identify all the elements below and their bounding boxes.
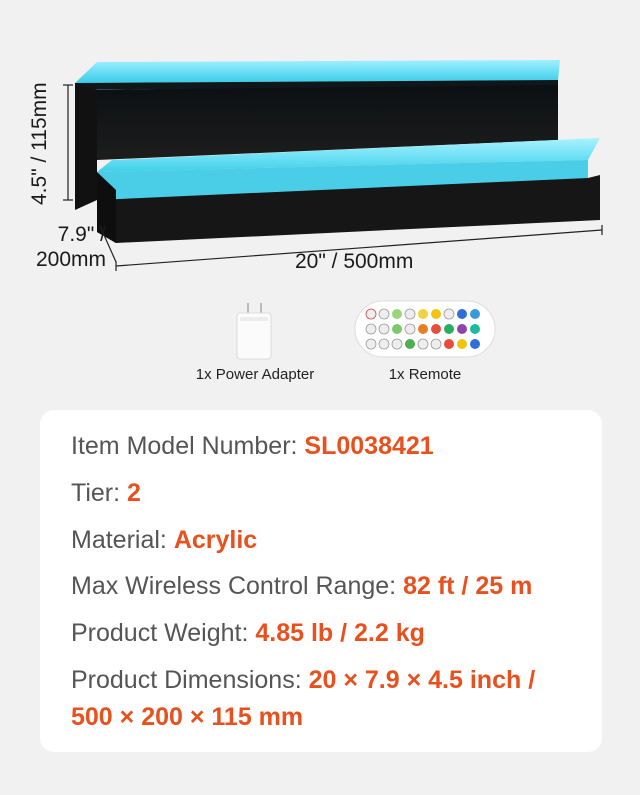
spec-tier-value: 2 [127,479,141,507]
power-adapter-icon [236,303,272,360]
spec-weight-value: 4.85 lb / 2.2 kg [255,619,425,647]
led-display-shelf-illustration [63,60,603,271]
lower-tier-glow [97,160,588,205]
spec-material: Material: Acrylic [71,526,257,555]
depth-dimension-line [99,225,117,263]
accessory-remote: 1x Remote [350,293,500,383]
spec-tier-label: Tier: [71,479,121,507]
spec-dimensions: Product Dimensions: 20 × 7.9 × 4.5 inch … [71,666,535,732]
depth-dimension-label: 7.9" / 200mm [22,222,106,272]
remote-label: 1x Remote [388,366,462,383]
spec-range: Max Wireless Control Range: 82 ft / 25 m [71,572,532,601]
upper-tier-side [75,83,97,210]
spec-tier: Tier: 2 [71,479,141,508]
spec-dimensions-value-line1: 20 × 7.9 × 4.5 inch / [308,666,536,694]
depth-dimension-line1: 7.9" / [57,223,106,246]
lower-tier-side [97,172,116,243]
spec-weight-label: Product Weight: [71,619,249,647]
spec-range-label: Max Wireless Control Range: [71,572,397,600]
spec-range-value: 82 ft / 25 m [403,572,533,600]
spec-dimensions-value-line2: 500 × 200 × 115 mm [71,703,304,731]
spec-model-label: Item Model Number: [71,432,298,460]
width-dimension-line [115,225,603,271]
lower-tier-front [97,175,600,243]
remote-control-icon [354,300,496,358]
upper-tier-front [97,82,558,160]
spec-model-value: SL0038421 [304,432,434,460]
lower-tier-top [97,138,600,172]
upper-tier-edge [75,80,558,90]
spec-model: Item Model Number: SL0038421 [71,432,434,461]
height-dimension-line [63,84,73,201]
power-adapter-label: 1x Power Adapter [195,366,315,383]
spec-material-value: Acrylic [173,526,258,554]
height-dimension-label: 4.5" / 115mm [28,82,51,205]
accessory-power-adapter: 1x Power Adapter [180,293,330,383]
spec-card: Item Model Number: SL0038421 Tier: 2 Mat… [40,410,602,752]
upper-tier-top [75,60,560,83]
spec-dimensions-label: Product Dimensions: [71,666,302,694]
width-dimension-label: 20" / 500mm [295,250,414,273]
spec-weight: Product Weight: 4.85 lb / 2.2 kg [71,619,425,648]
spec-material-label: Material: [71,526,167,554]
depth-dimension-line2: 200mm [35,248,106,271]
